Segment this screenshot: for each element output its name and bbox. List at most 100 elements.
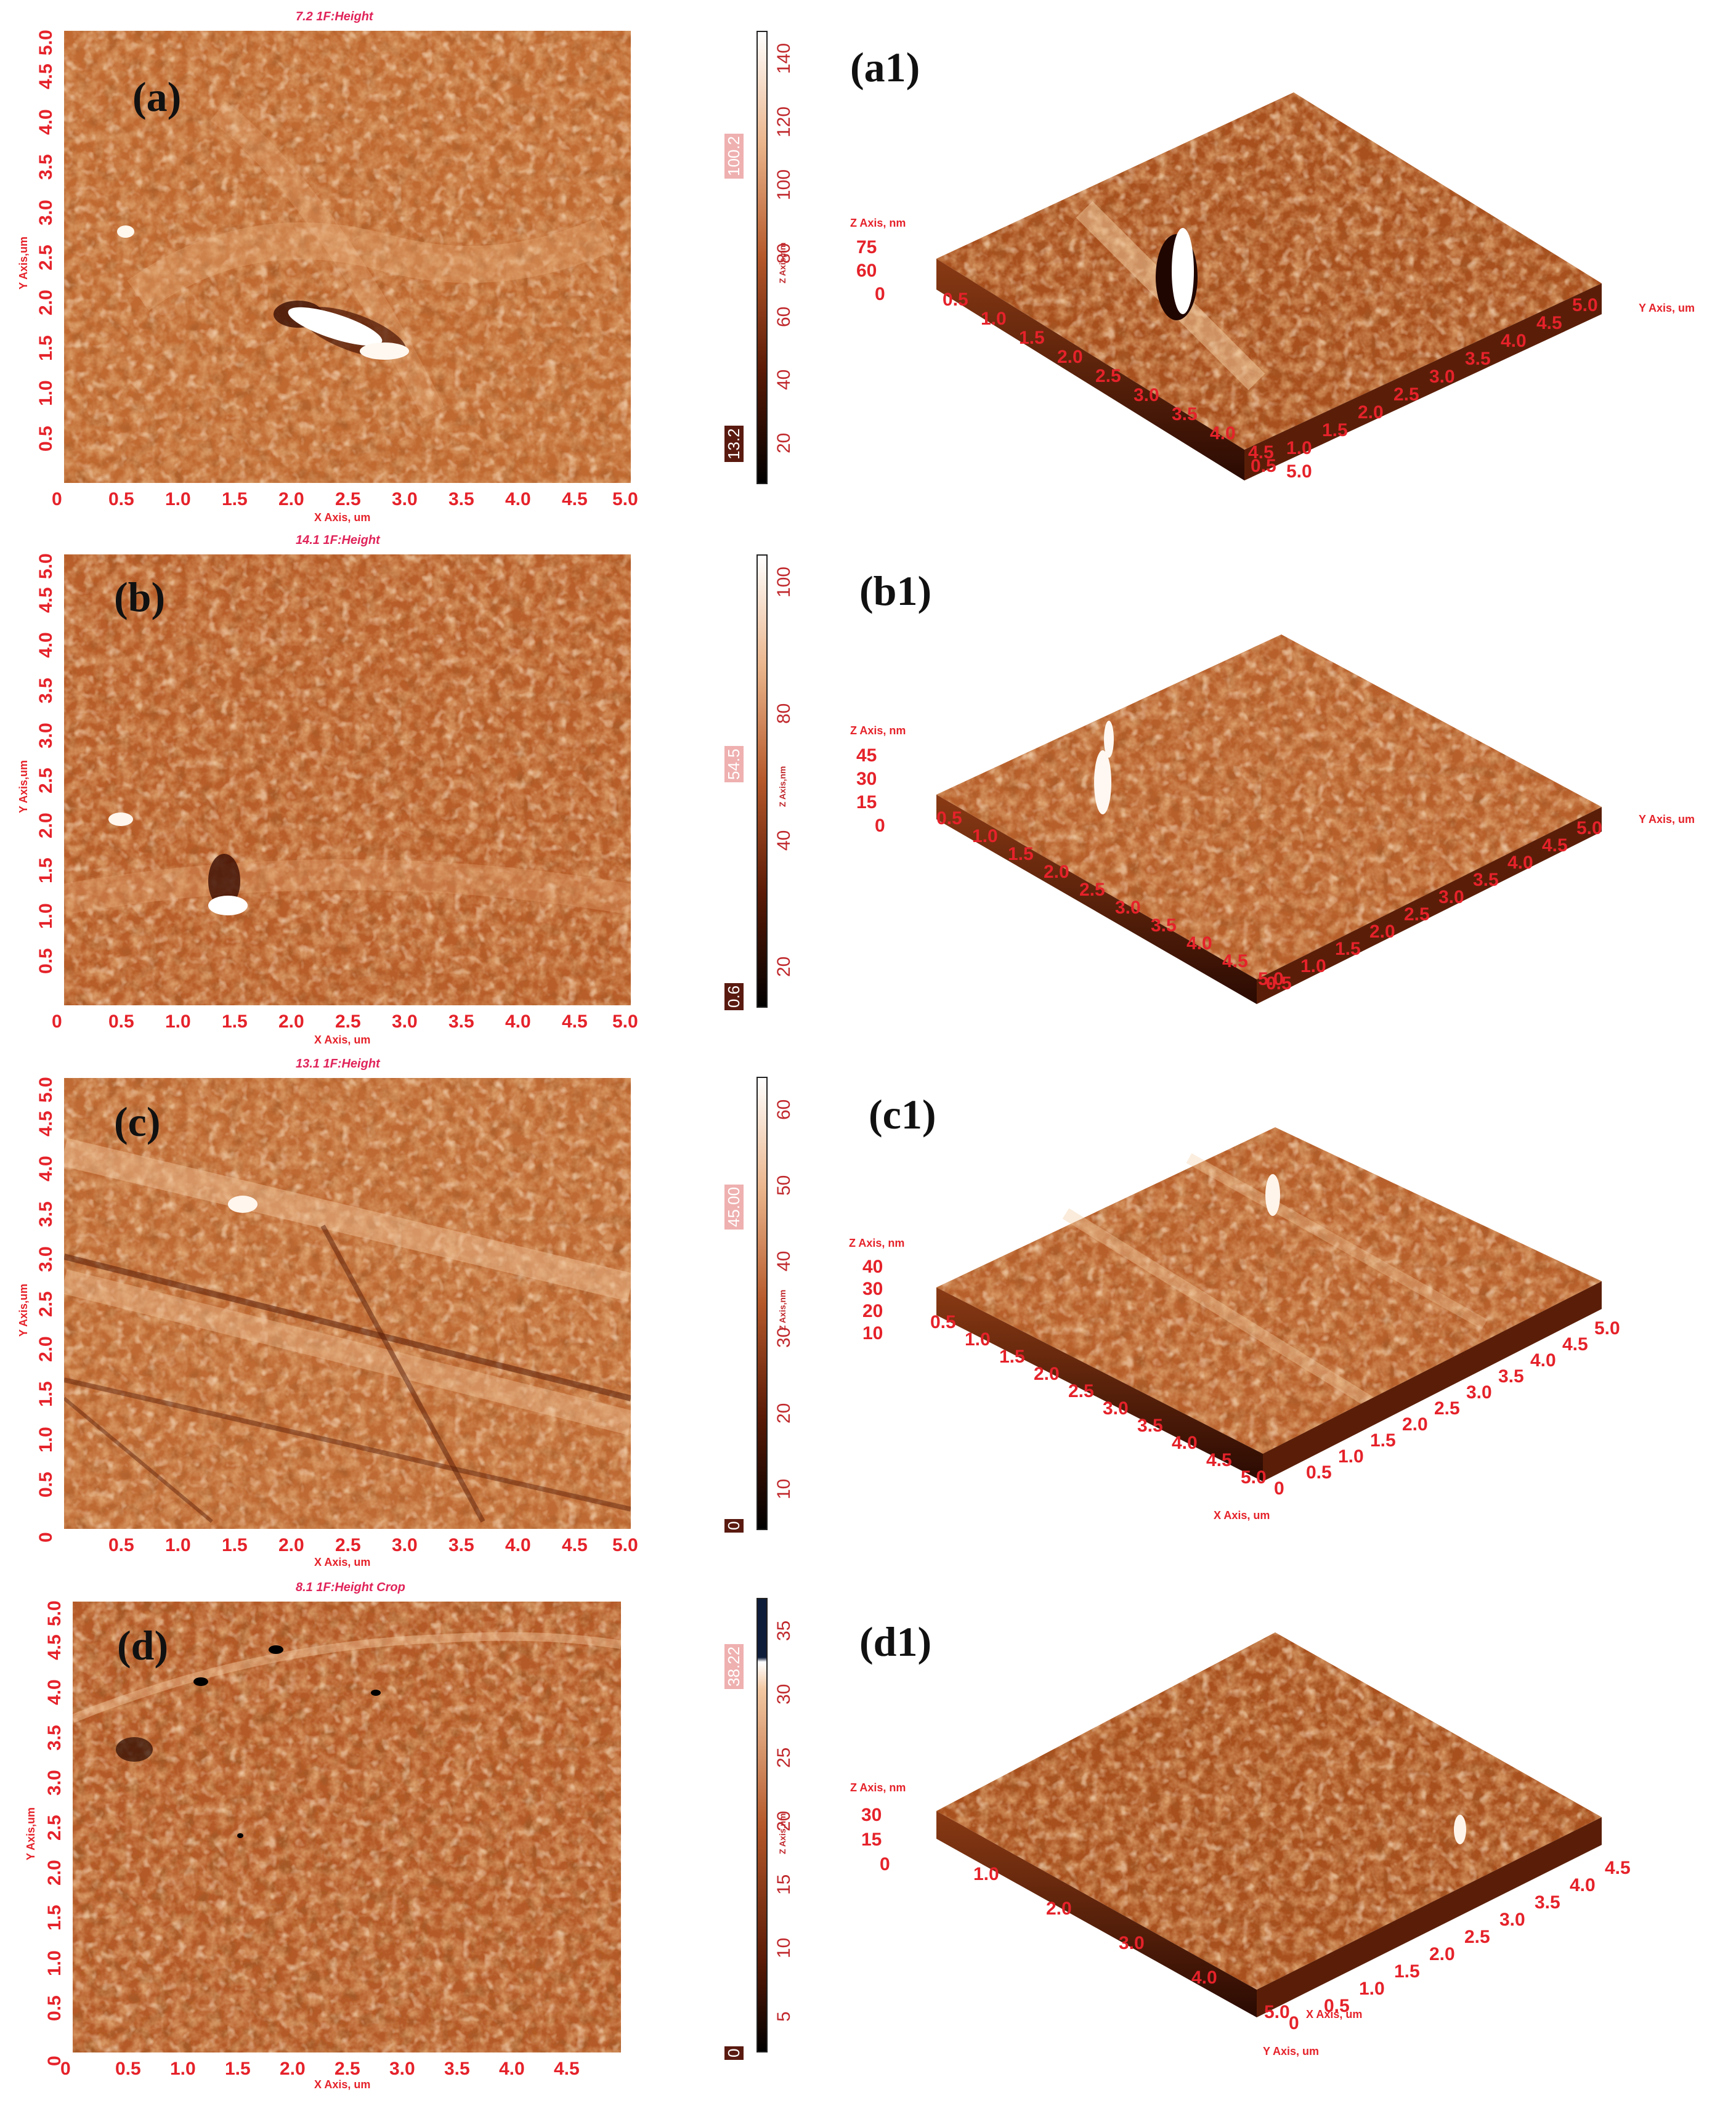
x-tick-label: 2.0 <box>278 1011 304 1032</box>
surface-right-tick-label: 1.0 <box>1359 1979 1385 1999</box>
surface-right-tick-label: 1.5 <box>1335 939 1361 959</box>
x-tick-label: 5.0 <box>612 489 638 509</box>
surface-right-axis-title: Y Axis, um <box>1639 302 1695 314</box>
surface-left-tick-label: 2.5 <box>1079 880 1105 900</box>
afm-height-map <box>64 1078 631 1529</box>
surface-z-tick-label: 15 <box>856 792 877 812</box>
y-tick-label: 2.5 <box>36 1291 56 1317</box>
y-tick-label: 3.0 <box>36 1246 56 1272</box>
surface-z-tick-label: 30 <box>861 1805 882 1825</box>
y-tick-label: 4.0 <box>44 1679 65 1706</box>
x-tick-label: 0 <box>60 2059 71 2079</box>
surface-right-tick-label: 3.0 <box>1499 1910 1525 1930</box>
surface-right-tick-label: 2.5 <box>1434 1398 1460 1419</box>
x-tick-label: 3.5 <box>444 2059 470 2079</box>
x-tick-label: 4.0 <box>505 1535 531 1555</box>
surface-z-tick-label: 40 <box>862 1257 883 1277</box>
y-tick-label: 4.5 <box>44 1634 65 1661</box>
surface-left-tick-label: 4.0 <box>1172 1433 1198 1453</box>
x-tick-label: 2.0 <box>278 489 304 509</box>
x-axis-title: X Axis, um <box>314 2078 371 2091</box>
x-tick-label: 3.0 <box>392 1535 418 1555</box>
y-tick-label: 3.0 <box>36 199 56 225</box>
surface-left-tick-label: 2.5 <box>1095 366 1121 386</box>
y-tick-label: 4.5 <box>36 63 56 90</box>
z-scale-unit: Z Axis,nm <box>777 242 787 283</box>
x-tick-label: 4.5 <box>562 1535 588 1555</box>
surface-right-tick-label: 3.0 <box>1466 1382 1492 1403</box>
panel-label: (a) <box>132 73 182 120</box>
z-color-scale <box>756 554 768 1008</box>
surface-right-tick-label: 2.0 <box>1369 922 1395 942</box>
afm-3d-surface <box>924 628 1614 1010</box>
z-scale-unit: Z Axis,nm <box>777 1289 787 1331</box>
afm-height-map <box>64 554 631 1005</box>
z-scale-max-badge: 54.5 <box>724 746 744 782</box>
x-tick-label: 2.5 <box>335 2059 360 2079</box>
surface-left-tick-label: 3.0 <box>1134 385 1159 405</box>
surface-left-tick-label: 3.5 <box>1137 1416 1163 1436</box>
surface-right-tick-label: 1.0 <box>1300 956 1326 976</box>
afm-3d-surface <box>930 1121 1614 1485</box>
z-scale-tick-label: 140 <box>774 43 794 74</box>
surface-right-tick-label: 0 <box>1274 1478 1284 1499</box>
map-title: 7.2 1F:Height <box>296 10 373 23</box>
surface-right-tick-label: 1.5 <box>1322 420 1348 440</box>
y-tick-label: 1.0 <box>36 380 56 407</box>
surface-left-tick-label: 0.5 <box>943 290 968 310</box>
surface-right-tick-label: 0.5 <box>1266 973 1292 994</box>
z-scale-max-badge: 100.2 <box>724 133 744 179</box>
x-tick-label: 3.5 <box>448 1011 474 1032</box>
y-axis-title: Y Axis,um <box>17 760 30 813</box>
surface-right-tick-label: 2.0 <box>1358 402 1384 423</box>
z-scale-tick-label: 20 <box>774 956 794 977</box>
surface-panel-label: (a1) <box>850 44 920 91</box>
y-tick-label: 3.5 <box>36 154 56 180</box>
z-scale-tick-label: 5 <box>774 2011 794 2022</box>
z-scale-tick-label: 15 <box>774 1874 794 1895</box>
surface-right-tick-label: 2.5 <box>1464 1927 1490 1947</box>
surface-right-tick-label: 2.0 <box>1429 1944 1455 1964</box>
surface-panel-label: (d1) <box>859 1618 932 1665</box>
y-tick-label: 3.0 <box>36 723 56 748</box>
y-axis-title: Y Axis,um <box>17 1283 30 1337</box>
surface-left-tick-label: 1.0 <box>981 309 1007 329</box>
surface-left-tick-label: 3.5 <box>1151 915 1177 936</box>
x-axis-title: X Axis, um <box>314 511 371 524</box>
surface-left-tick-label: 1.5 <box>999 1347 1025 1367</box>
y-tick-label: 3.0 <box>44 1770 65 1796</box>
surface-left-tick-label: 5.0 <box>1258 969 1284 989</box>
y-tick-label: 2.5 <box>36 768 56 793</box>
surface-z-tick-label: 20 <box>862 1301 883 1321</box>
x-tick-label: 3.5 <box>448 489 474 509</box>
x-tick-label: 4.0 <box>505 1011 531 1032</box>
afm-3d-surface <box>924 1626 1614 2020</box>
x-tick-label: 4.0 <box>505 489 531 509</box>
surface-left-tick-label: 4.5 <box>1248 442 1274 463</box>
surface-z-tick-label: 15 <box>861 1829 882 1850</box>
surface-right-tick-label: 0 <box>1289 2013 1299 2033</box>
y-tick-label: 0.5 <box>36 948 56 974</box>
surface-z-tick-label: 30 <box>862 1279 883 1299</box>
surface-left-tick-label: 5.0 <box>1286 461 1312 482</box>
z-scale-min-badge: 0 <box>724 2046 744 2060</box>
y-tick-label: 1.5 <box>44 1905 65 1931</box>
z-scale-tick-label: 40 <box>774 830 794 851</box>
surface-z-tick-label: 0 <box>875 284 885 304</box>
x-tick-label: 1.0 <box>165 1535 191 1555</box>
x-tick-label: 0.5 <box>108 1535 134 1555</box>
surface-z-tick-label: 30 <box>856 769 877 789</box>
z-scale-tick-label: 100 <box>774 566 794 598</box>
y-tick-label: 4.5 <box>36 1111 56 1137</box>
surface-right-tick-label: 4.5 <box>1605 1858 1631 1878</box>
surface-right-tick-label: 1.0 <box>1286 438 1312 458</box>
z-scale-tick-label: 25 <box>774 1747 794 1768</box>
surface-left-tick-label: 1.5 <box>1019 328 1045 348</box>
y-tick-label: 2.0 <box>36 290 56 316</box>
surface-right-tick-label: 2.5 <box>1404 904 1430 925</box>
z-scale-max-badge: 38.22 <box>724 1643 744 1689</box>
surface-z-title: Z Axis, nm <box>850 217 906 229</box>
x-tick-label: 4.5 <box>562 489 588 509</box>
y-tick-label: 3.5 <box>36 677 56 703</box>
y-tick-label: 1.5 <box>36 335 56 361</box>
